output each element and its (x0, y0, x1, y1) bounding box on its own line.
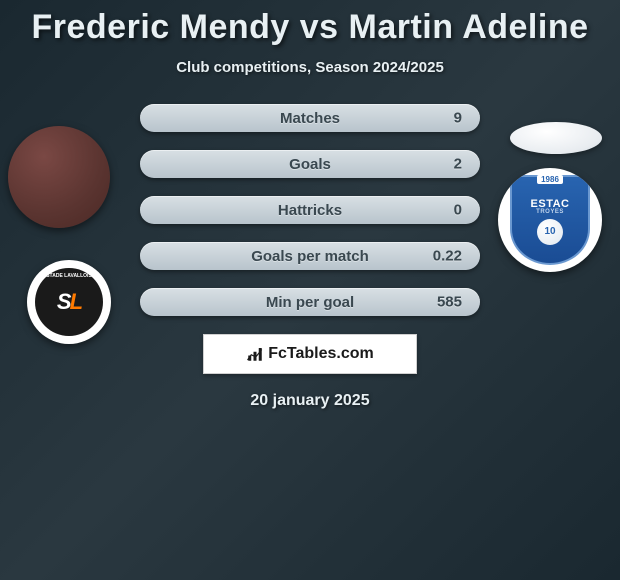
stat-value: 2 (454, 156, 462, 173)
stats-container: Matches 9 Goals 2 Hattricks 0 Goals per … (140, 104, 480, 316)
stat-value: 0 (454, 202, 462, 219)
stat-value: 0.22 (433, 248, 462, 265)
chart-icon (246, 345, 264, 363)
stat-pill: Matches 9 (140, 104, 480, 132)
stat-label: Goals per match (251, 248, 369, 265)
stat-pill: Goals 2 (140, 150, 480, 178)
player-photo-right (510, 122, 602, 154)
club-logo-left: STADE LAVALLOIS SL (27, 260, 111, 344)
club-logo-left-inner: STADE LAVALLOIS SL (35, 268, 103, 336)
fctables-badge[interactable]: FcTables.com (203, 334, 417, 374)
club-logo-right-inner: 1986 ESTAC TROYES 10 (510, 175, 590, 265)
club-right-year: 1986 (537, 175, 563, 184)
club-right-sub: TROYES (536, 209, 564, 215)
stat-pill: Min per goal 585 (140, 288, 480, 316)
stat-value: 585 (437, 294, 462, 311)
fctables-text: FcTables.com (268, 345, 374, 363)
stat-label: Hattricks (278, 202, 342, 219)
date-text: 20 january 2025 (0, 392, 620, 410)
stat-label: Goals (289, 156, 331, 173)
stat-pill: Hattricks 0 (140, 196, 480, 224)
club-left-letters: SL (57, 291, 81, 313)
club-left-top-text: STADE LAVALLOIS (46, 274, 92, 280)
page-title: Frederic Mendy vs Martin Adeline (0, 0, 620, 47)
stat-label: Min per goal (266, 294, 354, 311)
stat-pill: Goals per match 0.22 (140, 242, 480, 270)
player-photo-left (8, 126, 110, 228)
page-subtitle: Club competitions, Season 2024/2025 (0, 59, 620, 76)
club-right-ball: 10 (537, 219, 563, 245)
club-logo-right: 1986 ESTAC TROYES 10 (498, 168, 602, 272)
stat-label: Matches (280, 110, 340, 127)
stat-value: 9 (454, 110, 462, 127)
